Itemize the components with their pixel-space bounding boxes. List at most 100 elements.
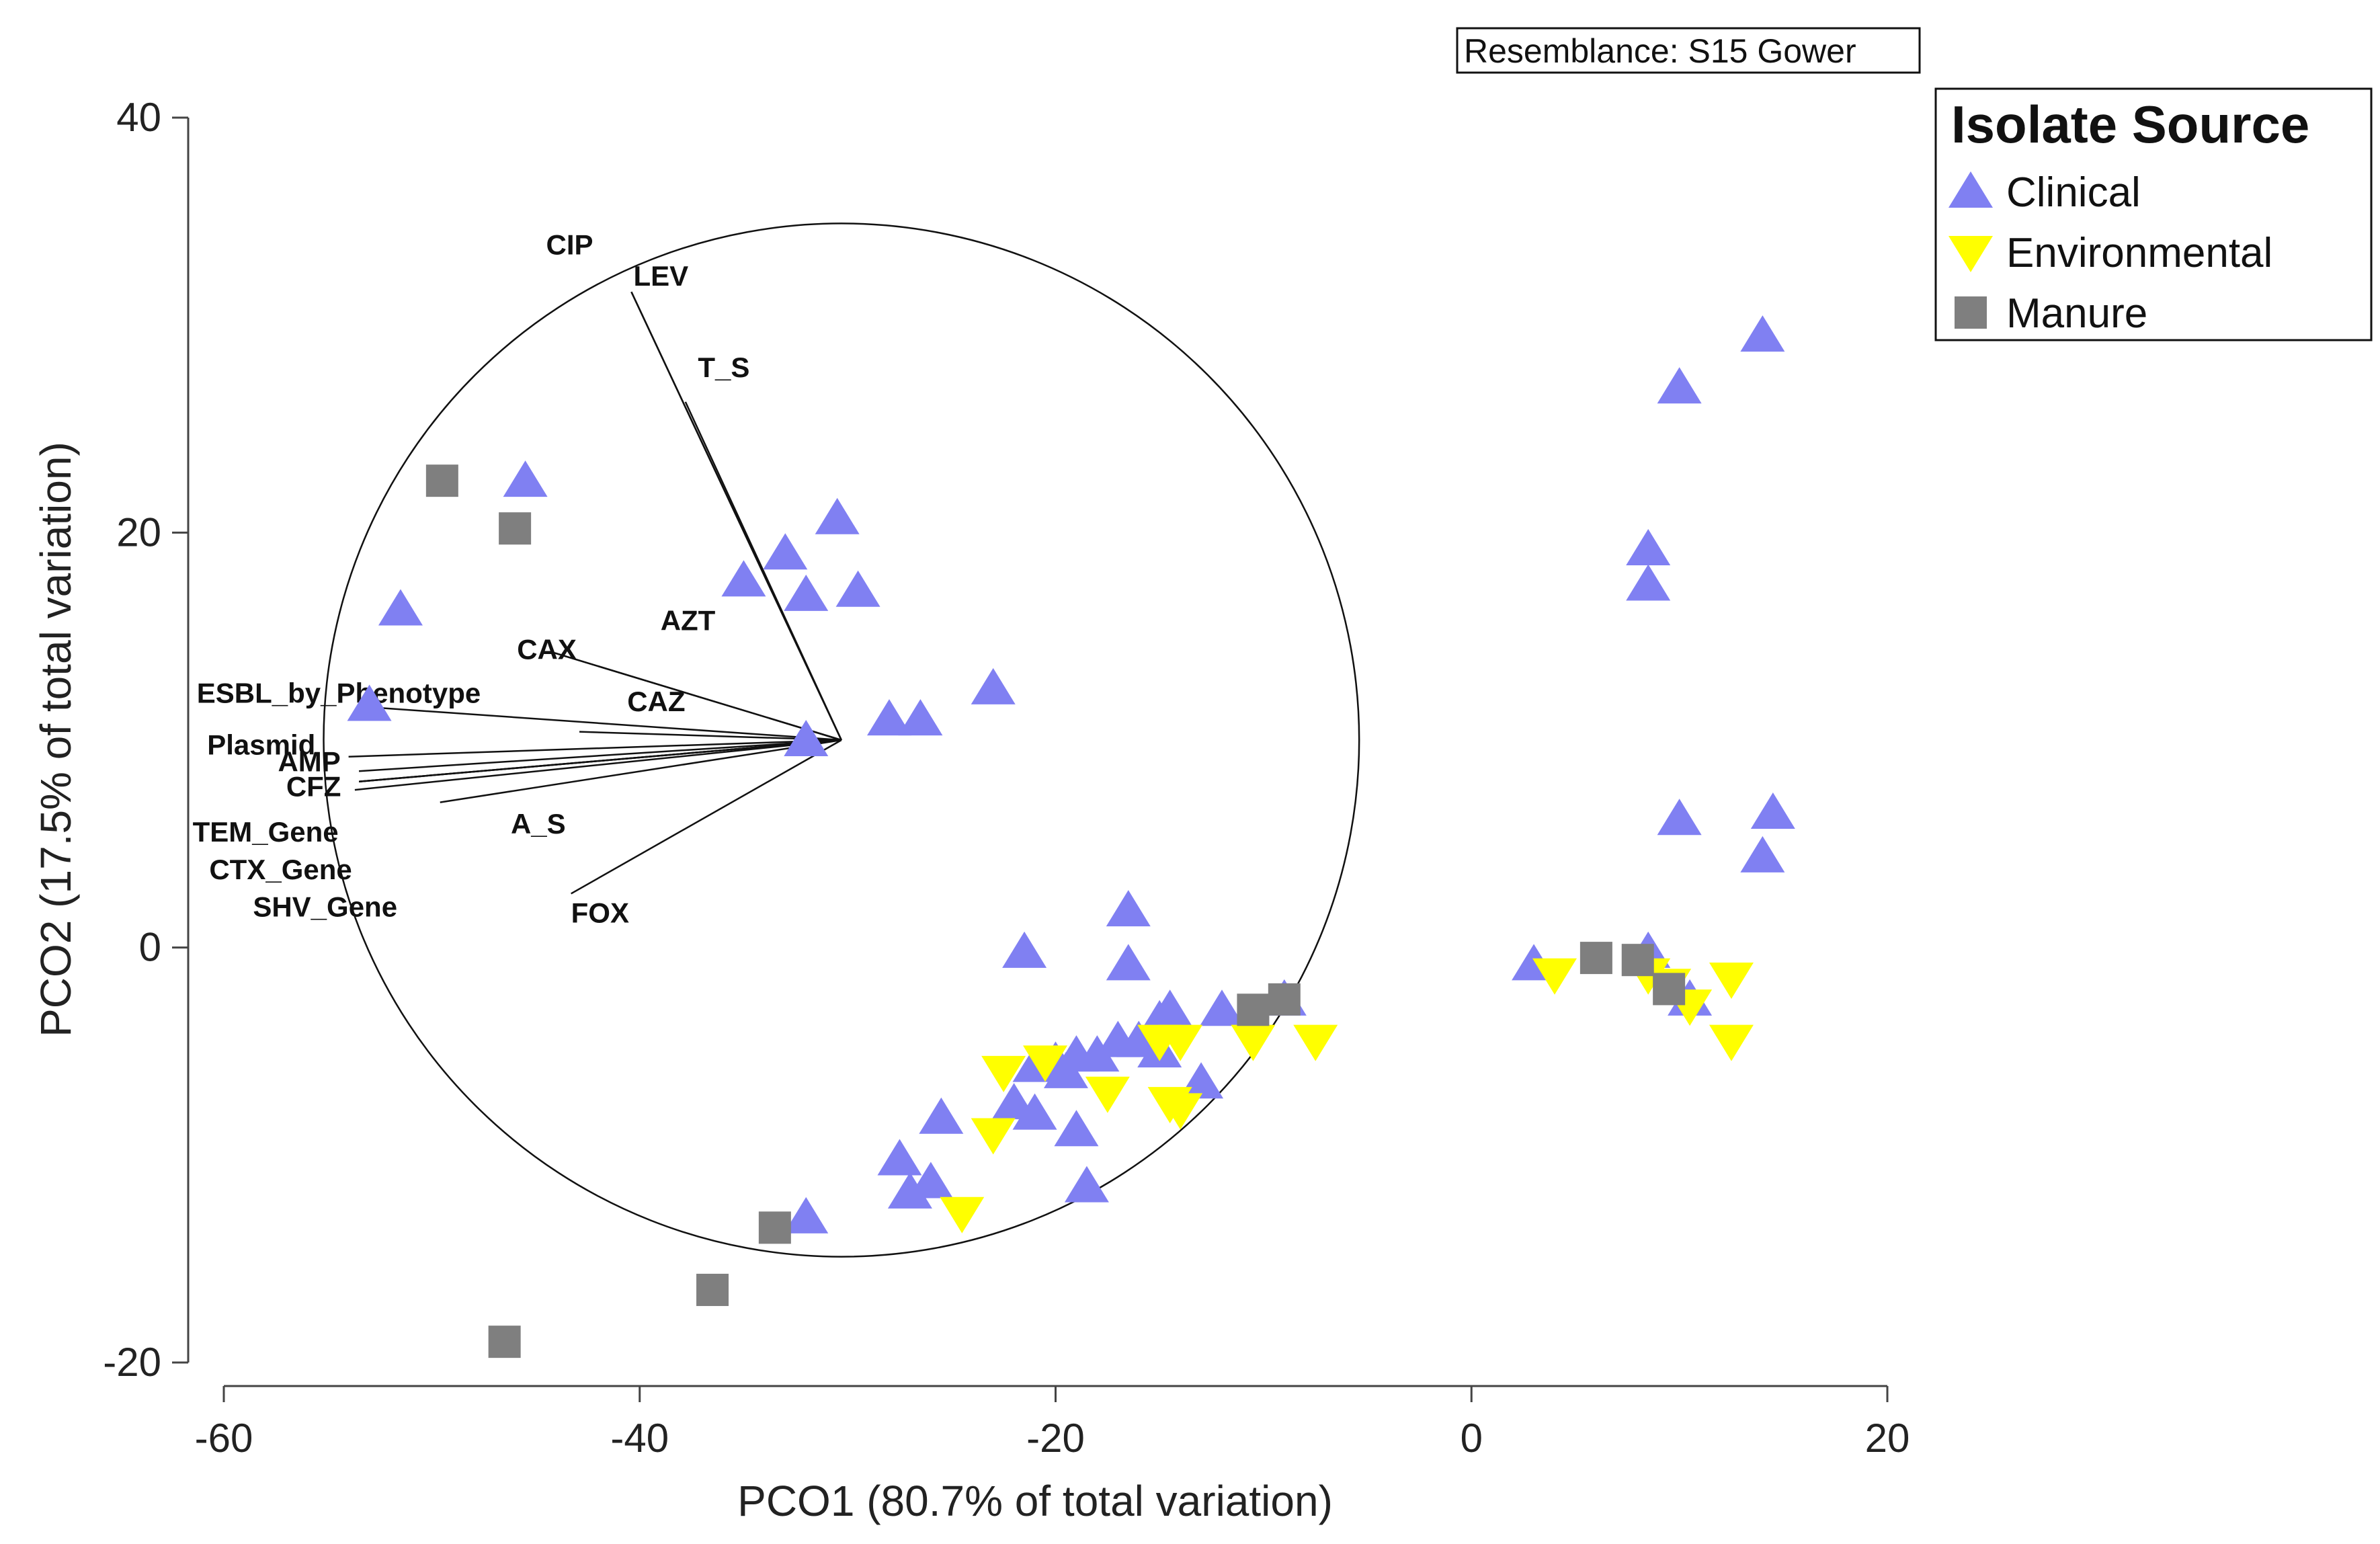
y-tick-label: 20	[116, 510, 161, 555]
vector-cfz	[354, 739, 842, 791]
manure-point	[499, 512, 532, 545]
environmental-point	[971, 1118, 1016, 1155]
clinical-point	[1740, 836, 1785, 872]
manure-point	[1237, 993, 1270, 1026]
vector-a-s	[440, 739, 842, 803]
clinical-point	[867, 699, 911, 736]
legend-marker-environmental	[1948, 236, 1993, 272]
vector-label-shv-gene: SHV_Gene	[253, 891, 397, 922]
vector-amp	[359, 739, 842, 772]
series-manure	[425, 464, 1686, 1358]
clinical-point	[1054, 1110, 1099, 1147]
clinical-point	[919, 1097, 964, 1134]
x-axis-title: PCO1 (80.7% of total variation)	[737, 1477, 1333, 1525]
clinical-point	[1626, 564, 1671, 601]
resemblance-box	[1456, 27, 1921, 74]
manure-point	[488, 1326, 521, 1358]
clinical-point	[784, 574, 829, 611]
clinical-point	[1626, 529, 1671, 566]
legend-marker-clinical	[1948, 171, 1993, 208]
x-tick-label: 20	[1865, 1416, 1910, 1461]
clinical-point	[347, 684, 392, 721]
environmental-point	[1709, 1024, 1754, 1061]
x-tick-label: -60	[195, 1416, 253, 1461]
clinical-point	[1200, 989, 1244, 1026]
environmental-point	[1709, 962, 1754, 999]
environmental-point	[1085, 1076, 1130, 1113]
clinical-point	[784, 720, 829, 756]
manure-point	[1579, 942, 1612, 975]
environmental-point	[1532, 958, 1577, 995]
resemblance-text: Resemblance: S15 Gower	[1464, 32, 1856, 70]
x-tick-label: -40	[610, 1416, 669, 1461]
clinical-point	[1012, 1093, 1057, 1130]
manure-point	[425, 464, 458, 497]
environmental-point	[1293, 1024, 1338, 1061]
legend-label-environmental: Environmental	[2006, 230, 2272, 276]
legend: Isolate Source Clinical Environmental Manu…	[1934, 87, 2373, 341]
y-axis-title: PCO2 (17.5% of total variation)	[32, 442, 80, 1037]
manure-point	[1653, 973, 1686, 1006]
environmental-point	[1023, 1045, 1068, 1082]
clinical-point	[721, 560, 766, 597]
vector-label-a-s: A_S	[511, 808, 566, 840]
clinical-point	[815, 497, 860, 534]
y-tick-label: -20	[103, 1340, 161, 1385]
clinical-point	[763, 533, 808, 570]
clinical-point	[1043, 1051, 1088, 1088]
clinical-point	[1740, 315, 1785, 352]
environmental-point	[981, 1055, 1026, 1092]
resemblance-annotation: Resemblance: S15 Gower	[1456, 27, 1921, 74]
legend-entries: Clinical Environmental Manure	[1948, 169, 2272, 337]
clinical-point	[887, 1172, 932, 1209]
clinical-point	[378, 589, 423, 626]
vector-label-cax: CAX	[517, 634, 577, 665]
y-axis: -20 0 20 40	[103, 95, 190, 1385]
clinical-point	[835, 570, 880, 607]
vector-label-cfz: CFZ	[286, 770, 341, 802]
clinical-point	[1064, 1166, 1109, 1203]
vector-label-amp: AMP	[278, 745, 340, 777]
vector-label-tem-gene: TEM_Gene	[193, 816, 339, 848]
clinical-point	[1750, 793, 1795, 829]
x-tick-label: 0	[1461, 1416, 1483, 1461]
manure-point	[696, 1273, 729, 1306]
manure-point	[1621, 944, 1654, 977]
y-tick-label: 40	[116, 95, 161, 140]
vector-cax	[554, 652, 842, 741]
legend-label-manure: Manure	[2006, 290, 2147, 337]
vector-esbl-by-phenotype	[365, 706, 842, 741]
environmental-point	[1158, 1024, 1203, 1061]
environmental-point	[1158, 1093, 1203, 1130]
environmental-point	[1231, 1024, 1276, 1061]
y-tick-label: 0	[139, 925, 161, 970]
vector-label-t-s: T_S	[698, 352, 749, 383]
clinical-point	[1106, 890, 1151, 927]
clinical-point	[898, 699, 943, 736]
clinical-point	[877, 1139, 922, 1176]
clinical-point	[1147, 989, 1192, 1026]
environmental-point	[940, 1196, 985, 1233]
vector-label-cip: CIP	[546, 229, 593, 261]
vector-label-fox: FOX	[571, 897, 629, 929]
vector-label-caz: CAZ	[627, 686, 685, 717]
clinical-point	[1106, 944, 1151, 981]
vector-label-lev: LEV	[633, 260, 688, 292]
data-points	[347, 315, 1795, 1358]
clinical-point	[1002, 931, 1047, 968]
clinical-point	[503, 460, 548, 497]
vector-label-esbl-by-phenotype: ESBL_by_Phenotype	[197, 677, 481, 708]
vector-label-plasmid: Plasmid	[207, 729, 315, 761]
vector-shv-gene	[358, 739, 842, 782]
legend-label-clinical: Clinical	[2006, 169, 2141, 216]
vector-label-ctx-gene: CTX_Gene	[209, 854, 352, 885]
vector-t-s	[684, 401, 842, 741]
clinical-point	[1657, 367, 1702, 404]
vector-fox	[571, 739, 842, 895]
legend-marker-manure	[1955, 296, 1987, 329]
legend-title: Isolate Source	[1951, 95, 2309, 154]
legend-box	[1934, 87, 2373, 341]
clinical-point	[1657, 799, 1702, 836]
vector-overlay: CIP LEV T_S AZT CAX CAZ ESBL_by_Phenotype Plasm…	[193, 222, 1360, 1258]
